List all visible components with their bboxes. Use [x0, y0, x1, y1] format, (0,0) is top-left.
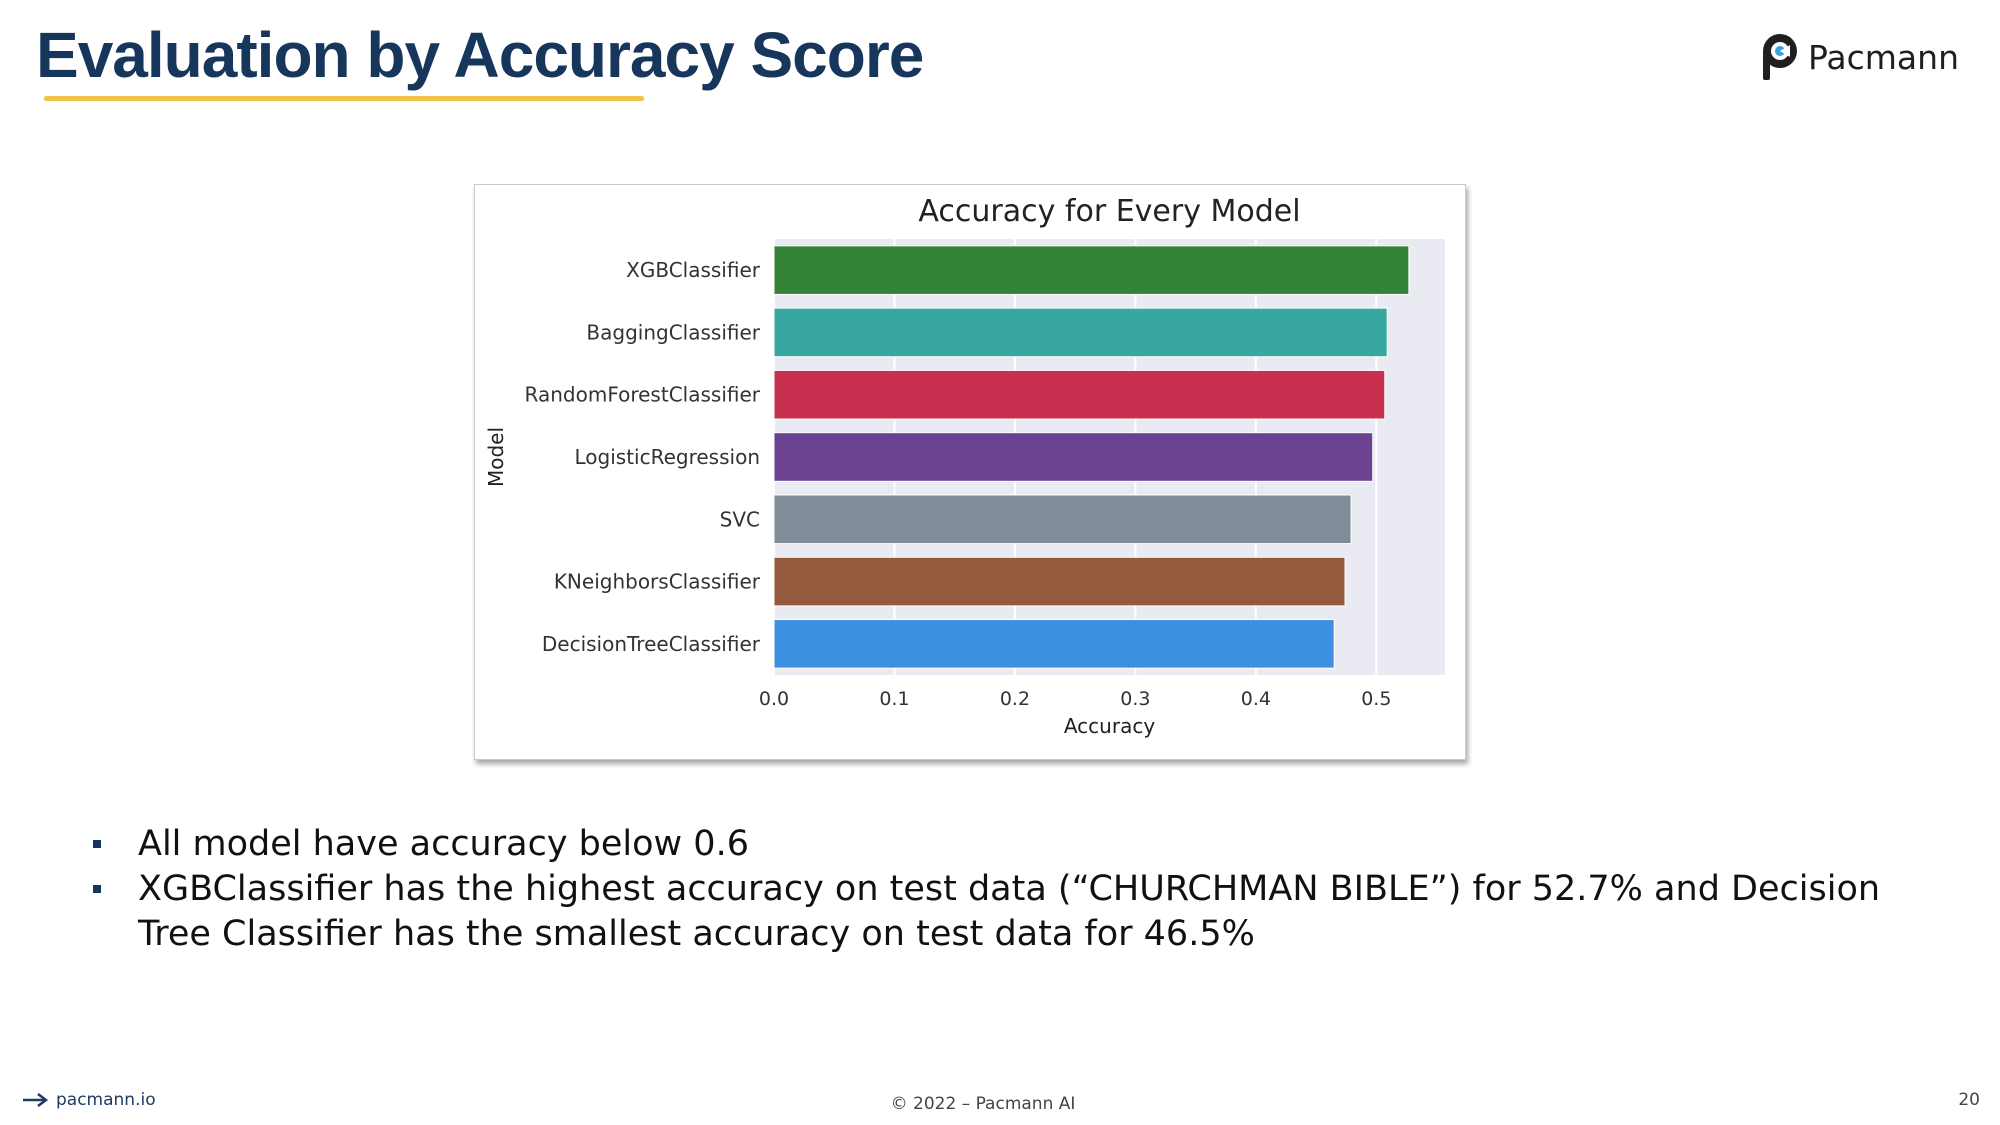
chart-frame: XGBClassifier BaggingClassifier RandomFore… [474, 184, 1466, 760]
x-tick-label: 0.3 [1120, 688, 1150, 710]
x-tick-label: 0.4 [1241, 688, 1271, 710]
y-tick-label: LogisticRegression [575, 445, 761, 469]
x-axis-label: Accuracy [1064, 714, 1155, 738]
bullet-item: All model have accuracy below 0.6 [88, 822, 1938, 867]
arrow-right-icon [23, 1093, 48, 1107]
y-tick-label: DecisionTreeClassifier [542, 632, 761, 656]
bar-randomforestclassifier [773, 369, 1386, 420]
bar-logisticregression [773, 432, 1374, 482]
bar-baggingclassifier [773, 307, 1388, 358]
x-tick-label: 0.2 [1000, 688, 1030, 710]
bullet-list: All model have accuracy below 0.6 XGBCla… [88, 822, 1938, 957]
chart-title: Accuracy for Every Model [918, 194, 1300, 229]
slide-title: Evaluation by Accuracy Score [36, 19, 924, 91]
bar-decisiontreeclassifier [773, 619, 1335, 669]
footer-site-text: pacmann.io [56, 1090, 156, 1110]
pacmann-logo: Pacmann [1760, 32, 1959, 82]
footer-site-link[interactable]: pacmann.io [22, 1090, 156, 1110]
accuracy-bar-chart: XGBClassifier BaggingClassifier RandomFore… [484, 194, 1445, 738]
y-tick-label: SVC [720, 507, 760, 531]
bullet-item: XGBClassifier has the highest accuracy o… [88, 867, 1938, 957]
y-tick-label: BaggingClassifier [586, 320, 760, 344]
bar-svc [773, 494, 1352, 545]
y-axis-label: Model [484, 427, 508, 487]
bar-xgbclassifier [773, 245, 1410, 295]
bar-kneighborsclassifier [773, 556, 1346, 607]
y-tick-label: XGBClassifier [626, 258, 761, 282]
y-tick-label: RandomForestClassifier [525, 383, 761, 407]
x-tick-label: 0.1 [879, 688, 909, 710]
bullet-text: All model have accuracy below 0.6 [138, 824, 749, 864]
bullet-text: XGBClassifier has the highest accuracy o… [138, 869, 1881, 954]
x-tick-label: 0.5 [1361, 688, 1391, 710]
bullet-marker [93, 840, 101, 848]
footer-copyright: © 2022 – Pacmann AI [890, 1094, 1076, 1114]
title-underline [44, 96, 644, 101]
bars [773, 245, 1410, 669]
y-tick-labels: XGBClassifier BaggingClassifier RandomFore… [525, 258, 761, 656]
x-tick-labels: 0.0 0.1 0.2 0.3 0.4 0.5 [759, 688, 1392, 710]
y-tick-label: KNeighborsClassifier [554, 570, 761, 594]
pacmann-logo-icon [1763, 34, 1797, 80]
page-number: 20 [1958, 1090, 1980, 1110]
x-tick-label: 0.0 [759, 688, 789, 710]
bullet-marker [93, 885, 101, 893]
logo-text: Pacmann [1808, 37, 1959, 77]
